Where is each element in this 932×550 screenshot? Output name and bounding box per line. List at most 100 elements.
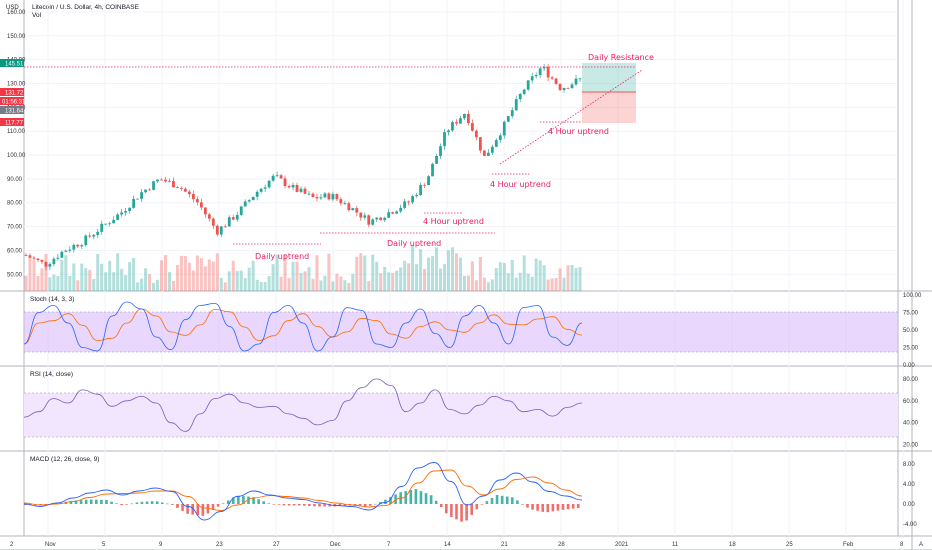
candle-body xyxy=(411,196,415,203)
candle-body xyxy=(120,212,124,215)
volume-bar xyxy=(36,275,40,291)
candle-body xyxy=(247,200,251,202)
macd-title[interactable]: MACD (12, 26, close, 9) xyxy=(30,456,99,463)
vol-label[interactable]: Vol xyxy=(32,12,42,19)
candle-body xyxy=(56,257,60,259)
macd-histogram-bar xyxy=(429,495,433,504)
candle-body xyxy=(76,244,80,247)
macd-histogram-bar xyxy=(424,493,428,504)
candle-body xyxy=(195,199,199,203)
drawings[interactable]: Daily Resistance Daily uptrend Daily upt… xyxy=(24,53,654,261)
volume-bar xyxy=(450,247,454,291)
candle-body xyxy=(36,258,40,260)
candle-body xyxy=(498,135,502,141)
price-tick-label: 90.00 xyxy=(7,177,23,183)
macd-histogram-bar xyxy=(262,501,266,504)
candle-body xyxy=(88,235,92,237)
currency-label: USD xyxy=(6,5,19,11)
stoch-d-line xyxy=(23,308,583,345)
volume-bar xyxy=(88,269,92,291)
volume-bar xyxy=(546,279,550,291)
candle-body xyxy=(128,207,132,212)
volume-bar xyxy=(466,275,470,291)
volume-bar xyxy=(323,275,327,291)
macd-histogram-bar xyxy=(470,504,473,515)
volume-bar xyxy=(167,272,171,291)
volume-bar xyxy=(431,256,435,291)
price-tick-label: 50.00 xyxy=(7,272,23,278)
volume-bar xyxy=(148,274,152,291)
stoch-lines xyxy=(23,301,583,352)
macd-histogram-bar xyxy=(475,504,479,510)
candle-body xyxy=(48,264,52,267)
macd-histogram-bar xyxy=(115,503,118,504)
volume-bar xyxy=(550,278,554,291)
candle-body xyxy=(199,202,203,208)
countdown-badge-text: 01:56:31 xyxy=(2,100,26,106)
volume-bar xyxy=(462,275,466,291)
volume-bar xyxy=(271,264,275,291)
volume-bar xyxy=(514,277,518,291)
candle-body xyxy=(132,198,136,208)
symbol-title[interactable]: Litecoin / U.S. Dollar, 4h, COINBASE xyxy=(32,4,140,11)
candle-body xyxy=(530,76,534,81)
rsi-tick-label: 20.00 xyxy=(903,443,919,449)
candle-body xyxy=(72,244,76,250)
macd-histogram-bar xyxy=(445,504,448,514)
macd-histogram-bar xyxy=(303,504,306,506)
macd-histogram-bar xyxy=(272,504,276,505)
price-tick-label: 100.00 xyxy=(7,153,26,159)
corner-right[interactable]: A xyxy=(919,542,923,548)
close-badge-text: 131.64 xyxy=(5,109,24,115)
stoch-tick-label: 25.00 xyxy=(903,346,919,352)
candle-body xyxy=(287,185,291,188)
volume-bar xyxy=(498,262,502,291)
time-tick-label: 7 xyxy=(387,542,391,548)
macd-histogram-bar xyxy=(257,499,260,504)
candle-body xyxy=(447,130,450,133)
candle-body xyxy=(180,187,183,189)
volume-bar xyxy=(255,279,259,291)
price-tick-label: 110.00 xyxy=(7,129,26,135)
volume-bar xyxy=(183,256,187,291)
corner-left[interactable]: 2 xyxy=(10,542,14,548)
macd-histogram-bar xyxy=(434,500,438,504)
volume-bar xyxy=(403,260,407,291)
time-tick-label: 8 xyxy=(900,542,904,548)
stop-badge xyxy=(0,118,24,126)
candle-body xyxy=(184,188,187,192)
candle-body xyxy=(399,207,403,212)
rsi-title[interactable]: RSI (14, close) xyxy=(30,371,73,378)
macd-histogram-bar xyxy=(100,499,103,504)
time-tick-label: 9 xyxy=(159,542,163,548)
stoch-title[interactable]: Stoch (14, 3, 3) xyxy=(30,296,74,303)
macd-histogram-bar xyxy=(145,501,149,504)
candle-body xyxy=(96,231,100,235)
macd-series xyxy=(23,462,583,522)
candle-body xyxy=(538,68,542,76)
last-price-badge-text: 131.72 xyxy=(5,91,24,97)
volume-bar xyxy=(319,280,323,291)
volume-bar xyxy=(247,267,251,291)
macd-histogram-bar xyxy=(338,504,342,507)
macd-histogram-bar xyxy=(516,500,519,504)
macd-histogram-bar xyxy=(521,504,524,505)
loss-zone xyxy=(582,92,636,123)
macd-histogram-bar xyxy=(450,504,453,518)
volume-bar xyxy=(187,262,191,291)
position-tool[interactable] xyxy=(582,63,636,123)
candle-body xyxy=(168,180,171,182)
candle-body xyxy=(211,218,215,226)
resistance-badge-text: 145.51 xyxy=(5,62,24,68)
time-tick-label: 25 xyxy=(786,542,793,548)
candle-body xyxy=(467,113,470,124)
candle-body xyxy=(104,223,108,225)
macd-histogram-bar xyxy=(89,499,93,504)
volume-bar xyxy=(179,255,183,291)
price-tick-label: 60.00 xyxy=(7,248,23,254)
candle-body xyxy=(307,193,311,195)
volume-bar xyxy=(522,255,526,291)
candle-body xyxy=(427,176,430,186)
candle-body xyxy=(235,214,239,220)
